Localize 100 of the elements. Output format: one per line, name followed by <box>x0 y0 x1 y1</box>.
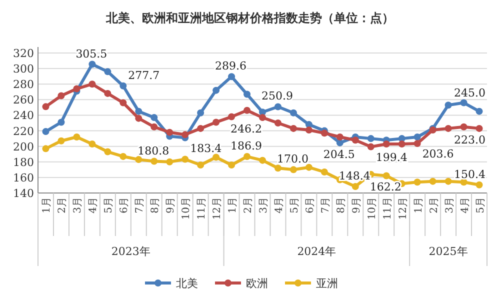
point <box>166 128 174 136</box>
point <box>290 124 297 132</box>
point <box>398 140 406 148</box>
point <box>42 103 50 110</box>
x-tick-label: 8月 <box>336 197 347 214</box>
point <box>182 156 189 163</box>
data-label: 180.8 <box>138 144 170 158</box>
point <box>135 108 142 115</box>
x-tick-label: 5月 <box>104 197 115 214</box>
legend-label: 欧洲 <box>246 277 268 290</box>
x-tick-label: 3月 <box>444 197 456 214</box>
point <box>182 131 189 138</box>
point <box>274 164 282 172</box>
text: 2024年 <box>297 245 336 258</box>
point <box>58 137 65 144</box>
point <box>120 82 127 90</box>
point <box>259 156 266 164</box>
y-tick-label: 300 <box>13 62 34 76</box>
point <box>476 124 483 132</box>
x-tick-label: 7月 <box>320 197 332 214</box>
data-label: 246.2 <box>230 122 262 136</box>
x-tick-label: 7月 <box>134 197 146 214</box>
point <box>135 114 142 122</box>
point <box>73 134 80 140</box>
x-tick-label: 10月 <box>181 197 192 220</box>
x-tick-label: 9月 <box>351 197 362 214</box>
text: 2025年 <box>428 245 468 258</box>
point <box>88 60 96 68</box>
chart-title: 北美、欧洲和亚洲地区钢材价格指数走势（单位：点） <box>105 11 394 25</box>
x-tick-label: 4月 <box>460 197 471 214</box>
y-tick-label: 180 <box>13 156 34 169</box>
x-tick-label: 4月 <box>274 197 285 214</box>
point <box>197 109 204 116</box>
x-tick-label: 9月 <box>166 197 177 214</box>
point <box>212 86 220 94</box>
x-tick-label: 12月 <box>398 197 409 220</box>
point <box>352 182 359 190</box>
point <box>120 99 127 106</box>
point <box>73 85 80 92</box>
point <box>212 118 220 126</box>
x-tick-label: 11月 <box>196 197 208 220</box>
point <box>42 128 50 136</box>
point <box>88 140 96 148</box>
point <box>290 166 297 174</box>
x-tick-label: 5月 <box>289 197 300 214</box>
point <box>305 126 312 134</box>
legend-label: 亚洲 <box>316 277 338 290</box>
data-label: 170.0 <box>276 152 308 166</box>
point <box>444 124 452 132</box>
point <box>414 140 421 148</box>
x-tick-label: 3月 <box>258 197 270 214</box>
point <box>274 103 282 110</box>
point <box>382 140 390 148</box>
x-tick-label: 8月 <box>150 197 162 214</box>
x-tick-label: 10月 <box>366 197 378 220</box>
point <box>382 172 390 180</box>
y-tick-label: 140 <box>13 187 34 200</box>
x-tick-label: 6月 <box>119 197 130 214</box>
data-label: 289.6 <box>215 60 247 73</box>
x-tick-label: 2月 <box>57 197 68 214</box>
point <box>414 134 421 140</box>
data-label: 186.9 <box>230 140 262 153</box>
data-label: 223.0 <box>454 133 486 146</box>
point <box>244 153 251 160</box>
y-tick-label: 280 <box>13 78 34 92</box>
y-tick-label: 160 <box>13 171 34 184</box>
x-tick-label: 11月 <box>382 197 394 220</box>
point <box>228 73 236 80</box>
x-tick-label: 12月 <box>212 197 224 220</box>
point <box>197 124 204 132</box>
text: 2023年 <box>111 245 150 258</box>
y-tick-label: 260 <box>13 94 34 107</box>
point <box>150 114 158 122</box>
x-tick-label: 2月 <box>243 197 254 214</box>
point <box>274 120 282 126</box>
point <box>460 123 468 130</box>
point <box>367 135 374 142</box>
data-label: 204.5 <box>323 148 355 161</box>
data-label: 203.6 <box>422 148 454 161</box>
point <box>444 102 452 109</box>
point <box>58 92 65 100</box>
data-label: 305.5 <box>76 47 108 60</box>
point <box>476 181 483 188</box>
point <box>228 162 236 168</box>
point <box>336 139 344 146</box>
y-tick-label: 320 <box>13 47 34 60</box>
point <box>197 162 204 168</box>
x-tick-label: 1月 <box>42 197 53 214</box>
data-label: 150.4 <box>454 168 486 181</box>
x-tick-label: 1月 <box>413 197 424 214</box>
data-label: 250.9 <box>261 90 293 103</box>
data-label: 199.4 <box>376 150 408 164</box>
point <box>444 178 452 185</box>
point <box>88 80 96 88</box>
x-tick-label: 4月 <box>88 197 100 214</box>
data-label: 277.7 <box>128 68 160 82</box>
point <box>259 114 266 122</box>
point <box>320 130 328 137</box>
data-label: 162.2 <box>370 180 402 194</box>
point <box>352 136 359 144</box>
